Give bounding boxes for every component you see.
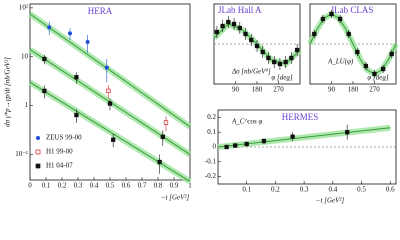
data-point [220, 23, 225, 29]
data-point [74, 75, 79, 80]
data-point [277, 61, 283, 67]
model-curve [217, 127, 391, 148]
data-point [260, 49, 265, 55]
data-point [231, 21, 237, 27]
data-point [389, 51, 394, 57]
x-tick-label: 0 [28, 182, 32, 190]
data-point [243, 31, 248, 37]
panel-title: JLab Hall A [218, 5, 262, 15]
data-point [345, 130, 350, 135]
y-tick-label: -0.1 [205, 157, 217, 165]
data-point [355, 49, 360, 55]
x-tick-label: 0.3 [300, 186, 309, 194]
legend-label: H1 99-00 [46, 148, 73, 156]
x-axis-title: φ [deg] [271, 74, 292, 82]
model-curve [29, 13, 191, 128]
data-point [214, 29, 220, 35]
x-tick-label: 0.5 [106, 182, 115, 190]
x-tick-label: 0.2 [58, 182, 67, 190]
legend-label: ZEUS 99-00 [46, 134, 82, 142]
x-axis-title: −t [GeV²] [161, 194, 190, 202]
data-point [106, 88, 111, 94]
data-point [226, 19, 231, 25]
data-point [289, 55, 294, 61]
x-tick-label: 0.7 [138, 182, 147, 190]
x-tick-label: 270 [273, 86, 284, 94]
model-curve [29, 81, 191, 182]
x-tick-label: 180 [252, 86, 263, 94]
data-point [372, 71, 377, 77]
data-point [283, 59, 288, 65]
data-point [272, 59, 277, 65]
x-tick-label: 0.2 [271, 186, 280, 194]
data-point [261, 138, 267, 144]
x-tick-label: 0.3 [74, 182, 83, 190]
y-axis-title: A_C^cos φ [231, 118, 262, 126]
legend-marker [35, 163, 41, 169]
data-point [249, 37, 254, 43]
y-tick-label: 0.2 [207, 113, 216, 121]
x-axis-title: −t [GeV²] [316, 197, 345, 205]
data-point [104, 65, 109, 70]
x-tick-label: 270 [369, 86, 380, 94]
x-tick-label: 180 [348, 86, 359, 94]
data-point [266, 55, 271, 61]
data-point [254, 43, 260, 49]
y-axis-title: dσ γ*p→γp/dt [nb/GeV²] [4, 57, 12, 127]
y-axis-title: A_LU(φ) [327, 58, 354, 66]
data-point [233, 143, 238, 148]
data-point [320, 16, 326, 22]
legend-label: H1 04-07 [46, 162, 73, 170]
panel-title: JLab CLAS [331, 5, 374, 15]
x-tick-label: 0.5 [357, 186, 366, 194]
data-point [294, 47, 300, 53]
data-point [74, 112, 79, 118]
x-tick-label: 1 [188, 182, 192, 190]
y-tick-label: 10⁻¹ [15, 150, 28, 158]
y-tick-label: 1 [25, 101, 29, 109]
x-tick-label: 90 [232, 86, 240, 94]
x-tick-label: 0.8 [154, 182, 163, 190]
y-tick-label: 0 [213, 143, 217, 151]
figure: 0 0.1 0.2 0.3 0.4 0.5 0.6 0.7 0.8 0.9 1 10² 10 1 10⁻¹ H… [4, 3, 399, 205]
y-axis-title: Δσ [nb/GeV⁴] [231, 68, 271, 76]
legend-marker [35, 149, 41, 155]
x-tick-label: 0.1 [42, 182, 51, 190]
data-point [290, 134, 295, 139]
data-point [47, 25, 52, 30]
x-tick-label: 0.4 [90, 182, 99, 190]
data-point [329, 11, 334, 17]
data-point [160, 134, 165, 139]
data-point [42, 88, 47, 94]
panel-title: HERMES [282, 112, 319, 122]
data-point [111, 137, 116, 142]
x-tick-label: 0.6 [386, 186, 395, 194]
data-point [237, 25, 242, 31]
data-point [244, 141, 249, 147]
panel-title: HERA [88, 6, 113, 16]
x-tick-label: 0.1 [242, 186, 251, 194]
y-tick-label: -0.2 [205, 172, 217, 180]
data-point [68, 31, 72, 36]
x-tick-label: 0.6 [122, 182, 131, 190]
data-point [224, 144, 229, 150]
y-tick-label: 10² [19, 3, 28, 11]
data-point [337, 16, 343, 22]
y-tick-label: 10 [21, 52, 29, 60]
y-tick-label: 0.1 [207, 128, 216, 136]
x-tick-label: 0.9 [170, 182, 179, 190]
data-point [312, 31, 317, 37]
x-tick-label: 90 [328, 86, 336, 94]
data-point [363, 63, 369, 69]
x-tick-label: 0.4 [328, 186, 337, 194]
data-point [157, 159, 162, 165]
data-point [163, 120, 169, 125]
data-point [107, 101, 113, 106]
legend-marker [36, 136, 40, 140]
x-axis-title: φ [deg] [367, 74, 388, 82]
data-point [380, 66, 386, 72]
data-point [346, 31, 351, 37]
data-point [42, 56, 47, 62]
data-point [85, 40, 90, 45]
